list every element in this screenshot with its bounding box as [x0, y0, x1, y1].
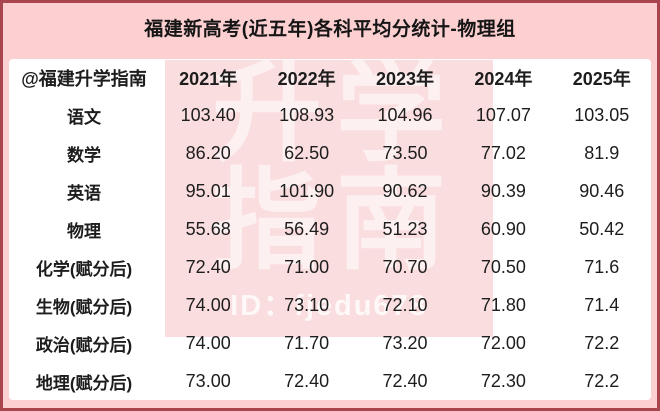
row-label-english: 英语 [67, 184, 101, 204]
table-cell: 95.01 [185, 181, 231, 202]
table-cell: 51.23 [382, 218, 428, 239]
row-label-physics: 物理 [67, 221, 101, 241]
table-cell: 62.50 [284, 143, 330, 164]
table-cell: 72.10 [382, 294, 428, 315]
table-corner-label: @福建升学指南 [21, 68, 147, 89]
table-cell: 72.2 [584, 332, 620, 353]
table-cell: 70.50 [480, 256, 526, 277]
column-header-2024: 2024年 [474, 68, 533, 89]
table-cell: 72.00 [480, 332, 526, 353]
column-header-2022: 2022年 [277, 68, 336, 89]
table-cell: 72.40 [185, 256, 231, 277]
table-cell: 86.20 [185, 143, 231, 164]
row-label-chemistry: 化学(赋分后) [35, 259, 133, 279]
row-label-biology: 生物(赋分后) [35, 297, 133, 317]
table-cell: 73.20 [382, 332, 428, 353]
table-cell: 108.93 [279, 105, 335, 126]
table-cell: 90.46 [579, 181, 625, 202]
table-cell: 77.02 [480, 143, 526, 164]
table-cell: 90.62 [382, 181, 428, 202]
table-cell: 72.30 [480, 370, 526, 391]
scores-table: @福建升学指南 2021年 2022年 2023年 2024年 2025年 语文… [9, 59, 651, 400]
table-cell: 71.6 [584, 256, 620, 277]
table-cell: 103.05 [574, 105, 630, 126]
table-cell: 101.90 [279, 181, 335, 202]
table-cell: 72.2 [584, 370, 620, 391]
table-cell: 73.00 [185, 370, 231, 391]
table-cell: 72.40 [284, 370, 330, 391]
row-label-geography: 地理(赋分后) [35, 373, 133, 393]
row-label-chinese: 语文 [67, 108, 101, 128]
column-header-2023: 2023年 [375, 68, 435, 89]
table-cell: 71.80 [480, 294, 526, 315]
table-cell: 71.70 [284, 332, 330, 353]
table-cell: 70.70 [382, 256, 428, 277]
table-cell: 107.07 [475, 105, 531, 126]
table-cell: 74.00 [185, 294, 231, 315]
table-cell: 81.9 [584, 143, 620, 164]
table-cell: 73.10 [284, 294, 330, 315]
table-cell: 72.40 [382, 370, 428, 391]
row-label-math: 数学 [67, 146, 101, 166]
table-cell: 60.90 [480, 218, 526, 239]
table-cell: 71.4 [584, 294, 620, 315]
column-header-2021: 2021年 [179, 68, 238, 89]
column-header-2025: 2025年 [572, 68, 631, 89]
table-cell: 55.68 [185, 218, 231, 239]
page-title: 福建新高考(近五年)各科平均分统计-物理组 [144, 19, 516, 40]
scores-table-card: 升学 指南 ID：fjedu678 @福建升学指南 2021年 2022年 20… [9, 59, 651, 400]
table-cell: 71.00 [284, 256, 330, 277]
table-cell: 74.00 [185, 332, 231, 353]
table-cell: 73.50 [382, 143, 428, 164]
table-cell: 50.42 [579, 218, 625, 239]
table-cell: 90.39 [480, 181, 526, 202]
row-label-politics: 政治(赋分后) [35, 335, 133, 355]
table-cell: 103.40 [180, 105, 236, 126]
table-cell: 56.49 [284, 218, 330, 239]
table-cell: 104.96 [377, 105, 433, 126]
